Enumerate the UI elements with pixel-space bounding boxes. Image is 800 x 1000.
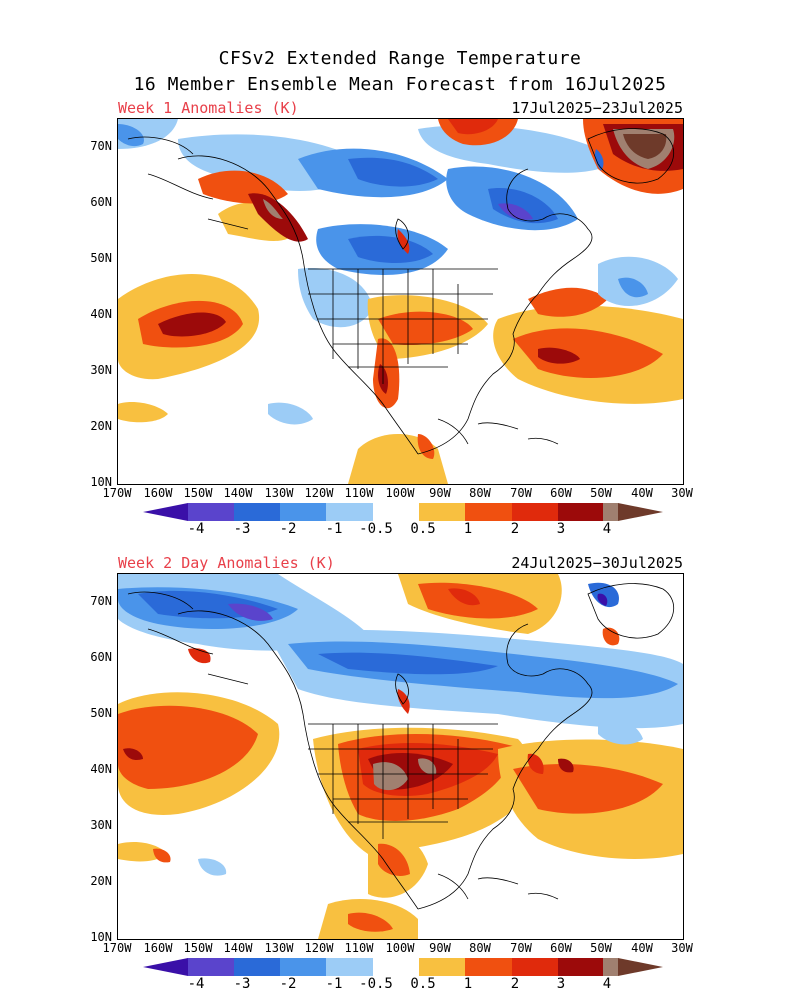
panel1-colorbar [143, 503, 663, 521]
panel2-lat-20: 20N [90, 874, 112, 888]
panel1-map [117, 118, 684, 485]
panel2-lon-130w: 130W [264, 941, 294, 955]
panel1-lon-160w: 160W [143, 486, 173, 500]
panel1-cb-label-m1: -1 [325, 521, 343, 537]
panel1-lon-120w: 120W [304, 486, 334, 500]
panel2-coastlines [127, 583, 675, 910]
panel1-lat-40: 40N [90, 307, 112, 321]
panel2-cb-label-p3: 3 [556, 976, 566, 992]
panel1-cb-label-p05: 0.5 [410, 521, 436, 537]
panel2-lon-110w: 110W [344, 941, 374, 955]
panel2-lon-70w: 70W [510, 941, 532, 955]
panel1-cb-label-p2: 2 [510, 521, 520, 537]
panel2-cb-label-m3: -3 [233, 976, 251, 992]
panel1-lon-70w: 70W [510, 486, 532, 500]
panel1-lon-170w: 170W [102, 486, 132, 500]
panel1-lon-40w: 40W [631, 486, 653, 500]
panel2-cb-label-m4: -4 [187, 976, 205, 992]
panel2-cb-label-p2: 2 [510, 976, 520, 992]
panel1-lat-60: 60N [90, 195, 112, 209]
panel2-cb-label-p4: 4 [602, 976, 612, 992]
panel1-cb-label-m2: -2 [279, 521, 297, 537]
panel1-lon-60w: 60W [550, 486, 572, 500]
panel2-cb-label-p05: 0.5 [410, 976, 436, 992]
panel1-cb-label-p3: 3 [556, 521, 566, 537]
panel2-cb-label-p1: 1 [463, 976, 473, 992]
panel2-lon-50w: 50W [590, 941, 612, 955]
panel1-cb-label-m3: -3 [233, 521, 251, 537]
panel1-lon-90w: 90W [429, 486, 451, 500]
panel1-lat-30: 30N [90, 363, 112, 377]
panel2-map [117, 573, 684, 940]
panel2-anomaly-field [118, 574, 683, 939]
panel2-colorbar [143, 958, 663, 976]
panel1-coastlines [127, 128, 675, 455]
chart-title-line1: CFSv2 Extended Range Temperature [218, 48, 582, 69]
panel1-label: Week 1 Anomalies (K) [118, 99, 299, 117]
panel2-lon-160w: 160W [143, 941, 173, 955]
panel2-lat-40: 40N [90, 762, 112, 776]
panel1-lon-140w: 140W [223, 486, 253, 500]
panel2-lon-40w: 40W [631, 941, 653, 955]
panel1-lon-150w: 150W [183, 486, 213, 500]
panel2-lon-30w: 30W [671, 941, 693, 955]
panel1-cb-label-p4: 4 [602, 521, 612, 537]
panel2-lon-80w: 80W [469, 941, 491, 955]
panel1-anomaly-field [118, 119, 683, 484]
panel1-lon-130w: 130W [264, 486, 294, 500]
panel2-lon-140w: 140W [223, 941, 253, 955]
panel1-lon-50w: 50W [590, 486, 612, 500]
panel2-lon-120w: 120W [304, 941, 334, 955]
panel1-cb-label-p1: 1 [463, 521, 473, 537]
panel2-lat-30: 30N [90, 818, 112, 832]
panel1-lat-70: 70N [90, 139, 112, 153]
panel1-lon-80w: 80W [469, 486, 491, 500]
panel1-lon-100w: 100W [385, 486, 415, 500]
panel2-dates: 24Jul2025−30Jul2025 [511, 554, 683, 572]
panel2-label: Week 2 Day Anomalies (K) [118, 554, 335, 572]
panel1-cb-label-m4: -4 [187, 521, 205, 537]
panel1-lat-20: 20N [90, 419, 112, 433]
chart-title-line2: 16 Member Ensemble Mean Forecast from 16… [133, 74, 667, 95]
panel1-lon-30w: 30W [671, 486, 693, 500]
panel2-cb-label-m05: -0.5 [359, 976, 393, 992]
panel1-lon-110w: 110W [344, 486, 374, 500]
panel2-lon-90w: 90W [429, 941, 451, 955]
panel2-lat-60: 60N [90, 650, 112, 664]
panel2-lon-60w: 60W [550, 941, 572, 955]
panel2-lon-170w: 170W [102, 941, 132, 955]
panel2-lat-10: 10N [90, 930, 112, 944]
panel2-lat-50: 50N [90, 706, 112, 720]
panel1-lat-10: 10N [90, 475, 112, 489]
panel1-lat-50: 50N [90, 251, 112, 265]
panel1-dates: 17Jul2025−23Jul2025 [511, 99, 683, 117]
panel1-cb-label-m05: -0.5 [359, 521, 393, 537]
panel2-lon-150w: 150W [183, 941, 213, 955]
panel2-lat-70: 70N [90, 594, 112, 608]
panel2-cb-label-m1: -1 [325, 976, 343, 992]
panel2-cb-label-m2: -2 [279, 976, 297, 992]
panel2-lon-100w: 100W [385, 941, 415, 955]
